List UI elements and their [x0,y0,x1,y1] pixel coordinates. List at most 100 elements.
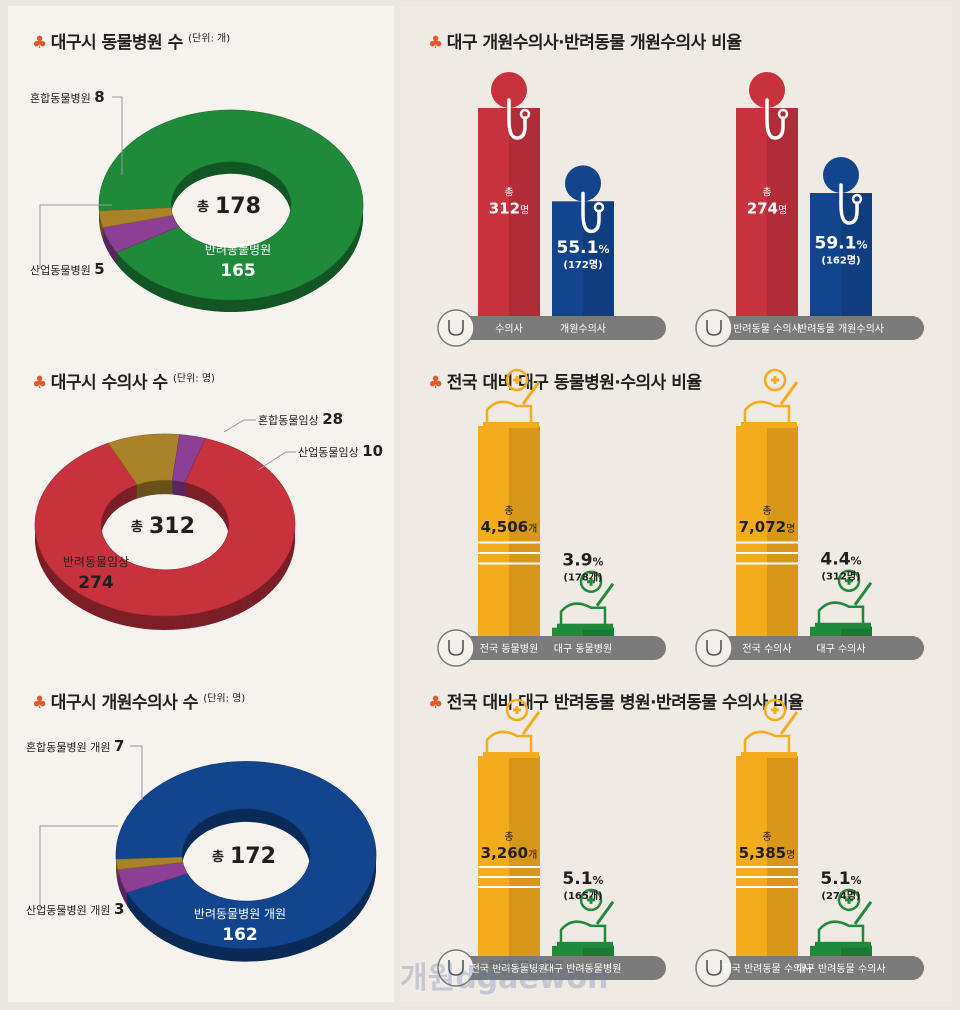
bar-unit: 명 [786,849,795,861]
bar-unit: 개 [528,523,537,535]
bar-percent-sign: % [856,238,867,251]
pet-clinic-icon [483,368,541,428]
stethoscope-icon [823,157,863,225]
callout-label: 혼합동물병원 개원 7 [26,737,124,755]
callout-line [257,451,296,471]
bar-shade [767,108,798,316]
slice-label-main: 반려동물병원 [205,243,271,257]
callout-label: 혼합동물병원 8 [30,88,105,106]
bar-prefix: 총 [762,505,771,517]
pet-clinic-icon [741,368,799,428]
bar-value: 4,506개 [481,518,538,536]
stethoscope-mini-icon [706,640,722,656]
cross-mark [587,895,595,904]
pet-clinic-icon [815,569,873,629]
bar-shade [583,945,614,956]
callout-value: 3 [114,900,124,918]
callout-value: 10 [362,442,383,460]
watermark: 개원dgaewon [400,961,608,996]
slice-value-main: 274 [78,573,114,593]
bar-category-label: 전국 수의사 [742,643,791,655]
bar-shade [509,108,540,316]
total-label: 총 [197,199,209,215]
syringe [853,581,873,606]
bar-prefix: 총 [504,505,513,517]
bar-unit: 명 [520,204,529,216]
category-icon-badge [437,949,475,987]
bar-category-label: 전국 동물병원 [480,643,538,655]
baseline-pill [438,316,666,340]
callout-value: 8 [94,88,104,106]
bar-stripe [478,876,540,878]
dog-head [559,602,607,629]
title-open-vets: ♣ 대구시 개원수의사 수 (단위: 명) [32,693,246,713]
donut-slice-0 [34,438,296,617]
stethoscope-mini-icon [448,960,464,976]
stethoscope-bell [777,108,789,120]
bar-count: (312명) [821,570,860,583]
stethoscope-tube [507,98,527,140]
pet-clinic-icon [741,698,799,758]
bar-percent-sign: % [851,874,862,887]
callout-value: 28 [322,410,343,428]
callout-line [112,96,123,175]
stethoscope-bell [519,108,531,120]
dog-bed [741,752,797,758]
category-icon-badge [695,309,733,347]
pet-clinic-icon [815,888,873,948]
total-value: 172 [230,844,276,869]
bar-value: 3,260개 [481,844,538,862]
donut-slice-2 [98,207,174,228]
bar-category-label: 대구 반려동물 수의사 [796,963,885,975]
bar-percent-sign: % [851,555,862,568]
dog-head [743,730,791,758]
cross-mark [513,376,521,384]
bar-value: 5,385명 [739,844,796,862]
bar-shade [841,945,872,956]
dog-head [485,730,533,758]
cross-badge [505,698,529,722]
bar-percent: 55.1% [557,238,610,258]
syringe [521,381,541,405]
bar-percent-sign: % [593,556,604,569]
dog-bed [815,941,871,948]
dog-bed [483,752,539,758]
dog-head [817,920,865,948]
stethoscope-icon [749,72,789,140]
cross-badge [763,698,787,722]
syringe [779,381,799,405]
baseline-pill [696,636,924,660]
bar-stripe [478,541,540,544]
slice-label-main: 반려동물임상 [63,555,129,569]
bar-percent: 5.1% [820,869,861,889]
category-icon-badge [695,949,733,987]
bar-shade [509,426,540,636]
bar-count: (178개) [563,571,602,584]
category-icon-badge [695,629,733,667]
bar-count: (274명) [821,889,860,902]
bar-value: 7,072명 [739,518,796,536]
cross-badge [579,888,603,912]
bar-category-label: 반려동물 수의사 [733,323,801,335]
bar-stripe [736,541,798,544]
title-open-ratio: ♣ 대구 개원수의사·반려동물 개원수의사 비율 [428,33,742,53]
bar-value: 312명 [489,199,530,217]
stethoscope-bell [593,202,605,213]
bar-stripe [478,866,540,868]
category-icon-badge [437,309,475,347]
bar-value: 274명 [747,199,788,217]
bar-shade [841,626,872,636]
dog-head [485,400,533,428]
bar-unit: 명 [786,523,795,535]
bar-stripe [736,552,798,554]
callout-line [223,419,256,433]
total-label: 총 [212,849,224,865]
baseline-pill [438,956,666,980]
bar-shade [767,426,798,636]
total-value: 312 [149,514,195,539]
stethoscope-tube [765,98,785,140]
bar-category-label: 개원수의사 [560,323,606,335]
syringe [595,582,615,607]
title-vets: ♣ 대구시 수의사 수 (단위: 명) [32,373,215,393]
